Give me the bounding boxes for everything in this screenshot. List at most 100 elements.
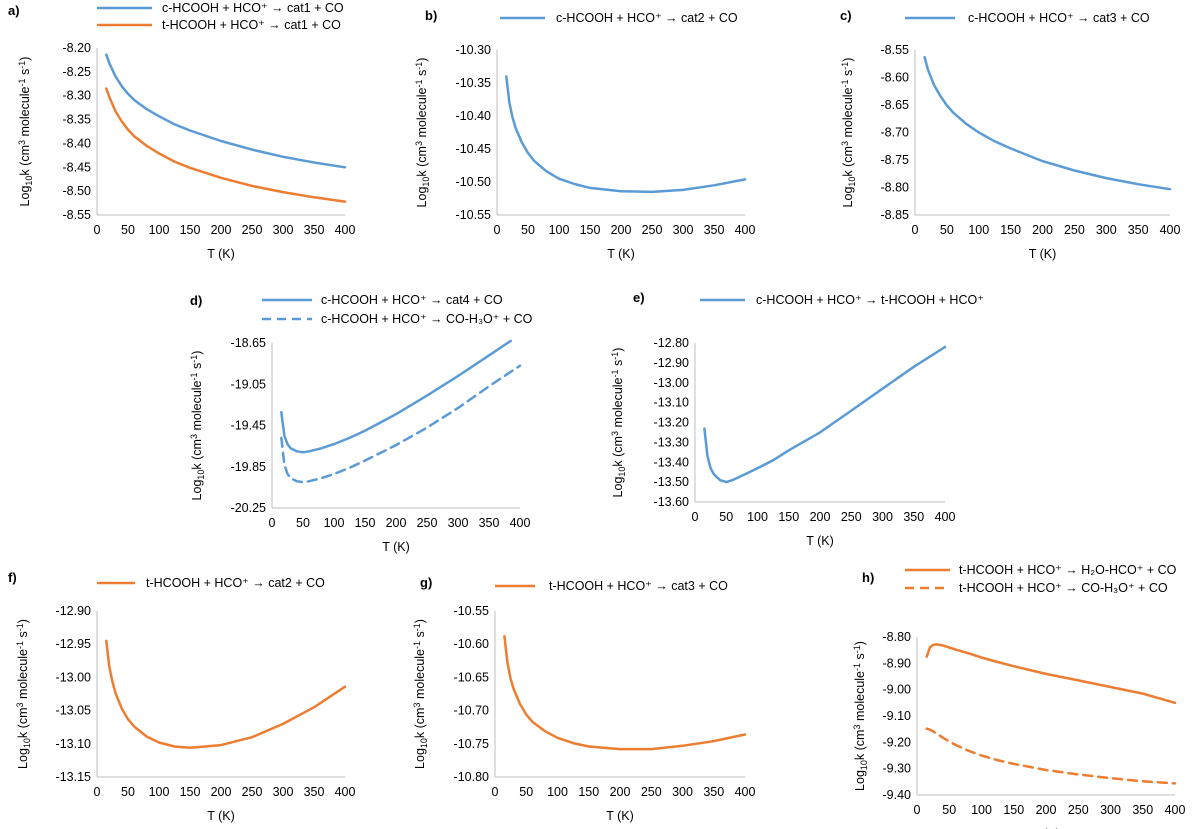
x-tick-label: 250 <box>641 785 662 799</box>
y-tick-label: -8.90 <box>883 656 912 670</box>
x-tick-label: 200 <box>386 516 407 530</box>
legend-entry: t-HCOOH + HCO⁺ → cat2 + CO <box>146 576 325 590</box>
x-tick-label: 300 <box>673 223 694 237</box>
series-line <box>105 87 347 203</box>
x-tick-label: 50 <box>942 803 956 817</box>
x-tick-label: 200 <box>1036 803 1057 817</box>
x-tick-label: 150 <box>180 223 201 237</box>
panel-label: b) <box>425 8 437 23</box>
x-tick-label: 150 <box>355 516 376 530</box>
x-axis-label: T (K) <box>1032 827 1060 829</box>
y-tick-label: -8.40 <box>63 136 92 150</box>
y-tick-label: -8.75 <box>881 153 910 167</box>
y-axis-label: Log10k (cm3 molecule-1 s-1) <box>17 57 34 207</box>
x-tick-label: 350 <box>304 223 325 237</box>
y-tick-label: -10.55 <box>454 604 489 618</box>
x-tick-label: 350 <box>304 785 325 799</box>
x-tick-label: 200 <box>610 785 631 799</box>
x-tick-label: 0 <box>492 785 499 799</box>
y-tick-label: -10.40 <box>456 109 491 123</box>
y-tick-label: -9.30 <box>883 762 912 776</box>
x-tick-label: 0 <box>692 510 699 524</box>
x-tick-label: 250 <box>1068 803 1089 817</box>
y-tick-label: -8.55 <box>63 208 92 222</box>
x-tick-label: 300 <box>1096 223 1117 237</box>
y-tick-label: -10.35 <box>456 76 491 90</box>
x-axis-label: T (K) <box>1029 247 1057 261</box>
x-tick-label: 100 <box>968 223 989 237</box>
y-tick-label: -12.95 <box>56 637 91 651</box>
y-axis-label: Log10k (cm3 molecule-1 s-1) <box>852 641 869 791</box>
x-axis-label: T (K) <box>607 247 635 261</box>
y-tick-label: -10.65 <box>454 670 489 684</box>
y-tick-label: -19.85 <box>231 460 266 474</box>
legend-entry: t-HCOOH + HCO⁺ → cat3 + CO <box>549 579 728 593</box>
x-tick-label: 250 <box>242 223 263 237</box>
x-tick-label: 100 <box>324 516 345 530</box>
x-tick-label: 100 <box>971 803 992 817</box>
x-tick-label: 0 <box>494 223 501 237</box>
x-tick-label: 0 <box>914 803 921 817</box>
series-line <box>280 364 522 484</box>
series-line <box>925 727 1177 785</box>
y-tick-label: -8.45 <box>63 160 92 174</box>
legend-entry: c-HCOOH + HCO⁺ → cat1 + CO <box>162 1 344 15</box>
x-axis-label: T (K) <box>606 809 634 823</box>
y-tick-label: -8.35 <box>63 113 92 127</box>
y-tick-label: -13.10 <box>56 737 91 751</box>
x-tick-label: 350 <box>1132 803 1153 817</box>
legend-entry: c-HCOOH + HCO⁺ → t-HCOOH + HCO⁺ <box>756 293 984 307</box>
y-tick-label: -13.30 <box>654 435 689 449</box>
x-tick-label: 100 <box>149 223 170 237</box>
x-axis-label: T (K) <box>207 809 235 823</box>
x-tick-label: 0 <box>269 516 276 530</box>
y-tick-label: -8.85 <box>881 208 910 222</box>
y-axis-label: Log10k (cm3 molecule-1 s-1) <box>15 619 32 769</box>
y-tick-label: -8.65 <box>881 98 910 112</box>
y-tick-label: -12.90 <box>56 604 91 618</box>
y-tick-label: -9.00 <box>883 683 912 697</box>
x-tick-label: 200 <box>211 785 232 799</box>
x-tick-label: 400 <box>1165 803 1186 817</box>
y-tick-label: -13.50 <box>654 475 689 489</box>
x-tick-label: 250 <box>417 516 438 530</box>
x-tick-label: 300 <box>273 223 294 237</box>
y-tick-label: -10.80 <box>454 770 489 784</box>
x-tick-label: 50 <box>719 510 733 524</box>
series-line <box>105 639 347 750</box>
x-tick-label: 150 <box>1000 223 1021 237</box>
panel-label: f) <box>8 570 17 585</box>
y-tick-label: -8.55 <box>881 43 910 57</box>
y-tick-label: -10.60 <box>454 637 489 651</box>
series-line <box>505 75 747 194</box>
y-tick-label: -10.30 <box>456 43 491 57</box>
x-tick-label: 150 <box>580 223 601 237</box>
x-tick-label: 350 <box>1128 223 1149 237</box>
y-axis-label: Log10k (cm3 molecule-1 s-1) <box>189 351 206 501</box>
panel-label: a) <box>8 3 20 18</box>
legend-entry: c-HCOOH + HCO⁺ → CO-H₃O⁺ + CO <box>321 312 533 326</box>
series-line <box>503 634 747 751</box>
x-axis-label: T (K) <box>382 540 410 554</box>
panel-label: g) <box>420 575 432 590</box>
y-axis-label: Log10k (cm3 molecule-1 s-1) <box>412 619 429 769</box>
y-tick-label: -13.60 <box>654 495 689 509</box>
x-tick-label: 50 <box>296 516 310 530</box>
x-tick-label: 300 <box>672 785 693 799</box>
y-tick-label: -8.60 <box>881 71 910 85</box>
y-tick-label: -10.75 <box>454 737 489 751</box>
y-axis-label: Log10k (cm3 molecule-1 s-1) <box>840 58 857 208</box>
y-tick-label: -13.20 <box>654 416 689 430</box>
y-tick-label: -9.40 <box>883 788 912 802</box>
y-tick-label: -8.20 <box>63 41 92 55</box>
x-tick-label: 400 <box>510 516 531 530</box>
panel-label: d) <box>190 293 202 308</box>
x-tick-label: 400 <box>335 223 356 237</box>
y-tick-label: -13.00 <box>56 670 91 684</box>
x-tick-label: 300 <box>872 510 893 524</box>
y-tick-label: -8.25 <box>63 65 92 79</box>
y-tick-label: -10.70 <box>454 704 489 718</box>
series-line <box>105 53 347 169</box>
x-tick-label: 150 <box>578 785 599 799</box>
